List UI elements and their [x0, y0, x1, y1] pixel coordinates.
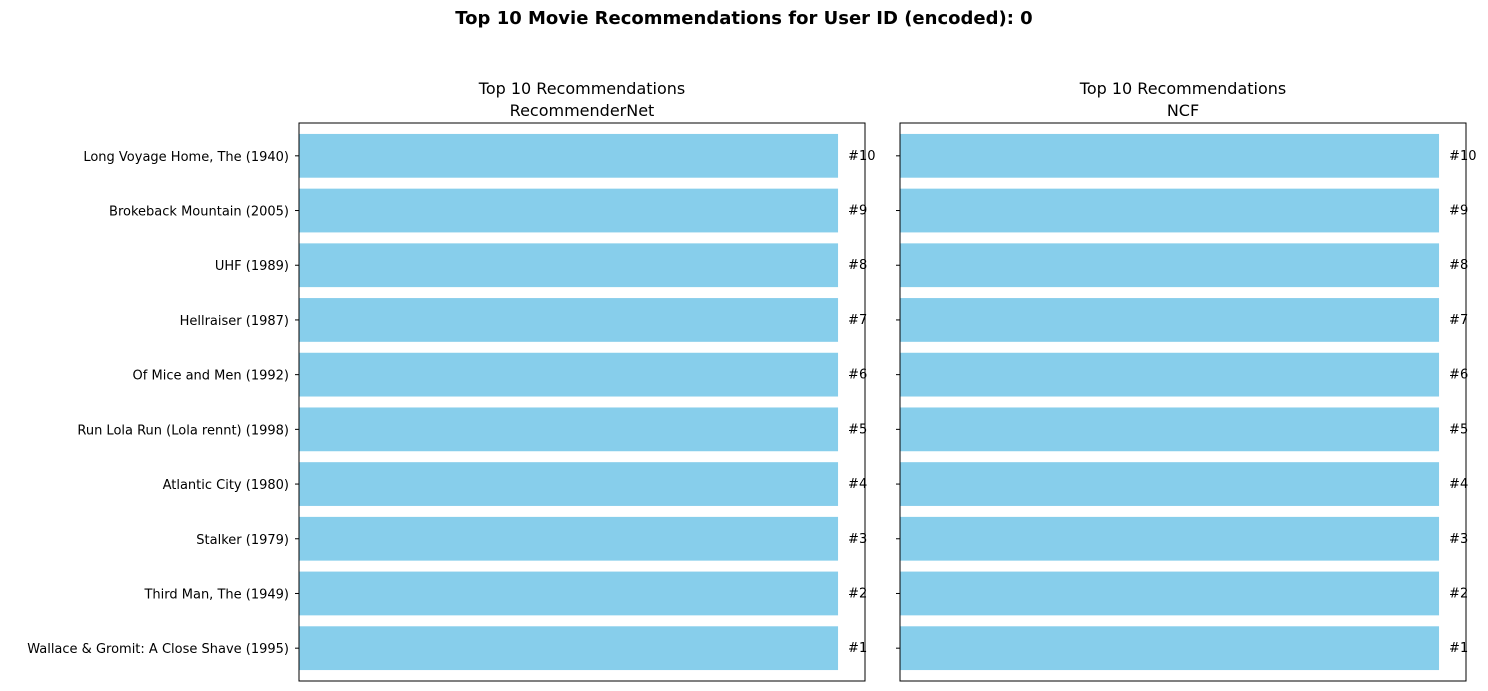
bar-rank-label: #7	[1449, 313, 1468, 328]
y-tick-label: Run Lola Run (Lola rennt) (1998)	[77, 423, 289, 438]
y-tick-label: Brokeback Mountain (2005)	[109, 205, 289, 220]
y-tick-label: Stalker (1979)	[196, 533, 289, 548]
bar-rank-label: #10	[1449, 149, 1476, 164]
bar	[299, 133, 839, 178]
y-tick-label: Long Voyage Home, The (1940)	[83, 150, 289, 165]
bar	[299, 571, 839, 616]
bar	[299, 462, 839, 506]
bar-rank-label: #8	[848, 258, 867, 273]
y-tick-label: Wallace & Gromit: A Close Shave (1995)	[27, 642, 289, 657]
axes-frame	[899, 122, 1467, 682]
bar-rank-label: #1	[1449, 641, 1468, 656]
y-tick-label: Hellraiser (1987)	[180, 314, 289, 329]
bar-rank-label: #9	[1449, 204, 1468, 219]
panel-title-line: Top 10 Recommendations	[1079, 79, 1286, 98]
chart-panel-recommendernet: Top 10 Recommendations RecommenderNet #1 Wa…	[27, 79, 875, 682]
panel-title-line: RecommenderNet	[510, 101, 655, 120]
bar-rank-label: #2	[848, 586, 867, 601]
bar	[900, 133, 1440, 178]
bar	[900, 516, 1440, 561]
bar-rank-label: #5	[848, 422, 867, 437]
figure-title: Top 10 Movie Recommendations for User ID…	[455, 8, 1032, 29]
bar	[299, 516, 839, 561]
bar-rank-label: #9	[848, 204, 867, 219]
bar-rank-label: #3	[848, 532, 867, 547]
bar	[900, 407, 1440, 452]
bar	[299, 626, 839, 671]
bar-rank-label: #10	[848, 149, 875, 164]
bar-rank-label: #5	[1449, 422, 1468, 437]
bar	[900, 571, 1440, 616]
bar	[299, 407, 839, 452]
y-tick-label: Third Man, The (1949)	[143, 587, 289, 602]
bar-rank-label: #1	[848, 641, 867, 656]
bar	[299, 352, 839, 397]
bar-rank-label: #2	[1449, 586, 1468, 601]
bar	[900, 188, 1440, 233]
bar-rank-label: #4	[1449, 477, 1468, 492]
bar	[900, 352, 1440, 397]
bar	[900, 626, 1440, 671]
bar	[299, 243, 839, 288]
bar-rank-label: #4	[848, 477, 867, 492]
axes-frame	[298, 122, 866, 682]
bar-rank-label: #6	[848, 368, 867, 383]
bar-rank-label: #7	[848, 313, 867, 328]
bar	[900, 243, 1440, 288]
bar	[299, 188, 839, 233]
panel-title-line: Top 10 Recommendations	[478, 79, 685, 98]
chart-panel-ncf: Top 10 Recommendations NCF #1 #2 #3 #4 #5 #6 #7 #…	[896, 79, 1476, 682]
y-tick-label: UHF (1989)	[215, 259, 289, 274]
bar-rank-label: #8	[1449, 258, 1468, 273]
y-tick-label: Of Mice and Men (1992)	[133, 369, 289, 384]
y-tick-label: Atlantic City (1980)	[163, 478, 289, 493]
panel-title-line: NCF	[1167, 101, 1199, 120]
bar-rank-label: #6	[1449, 368, 1468, 383]
bar	[900, 298, 1440, 342]
bar	[900, 462, 1440, 506]
bar	[299, 298, 839, 342]
bar-rank-label: #3	[1449, 532, 1468, 547]
